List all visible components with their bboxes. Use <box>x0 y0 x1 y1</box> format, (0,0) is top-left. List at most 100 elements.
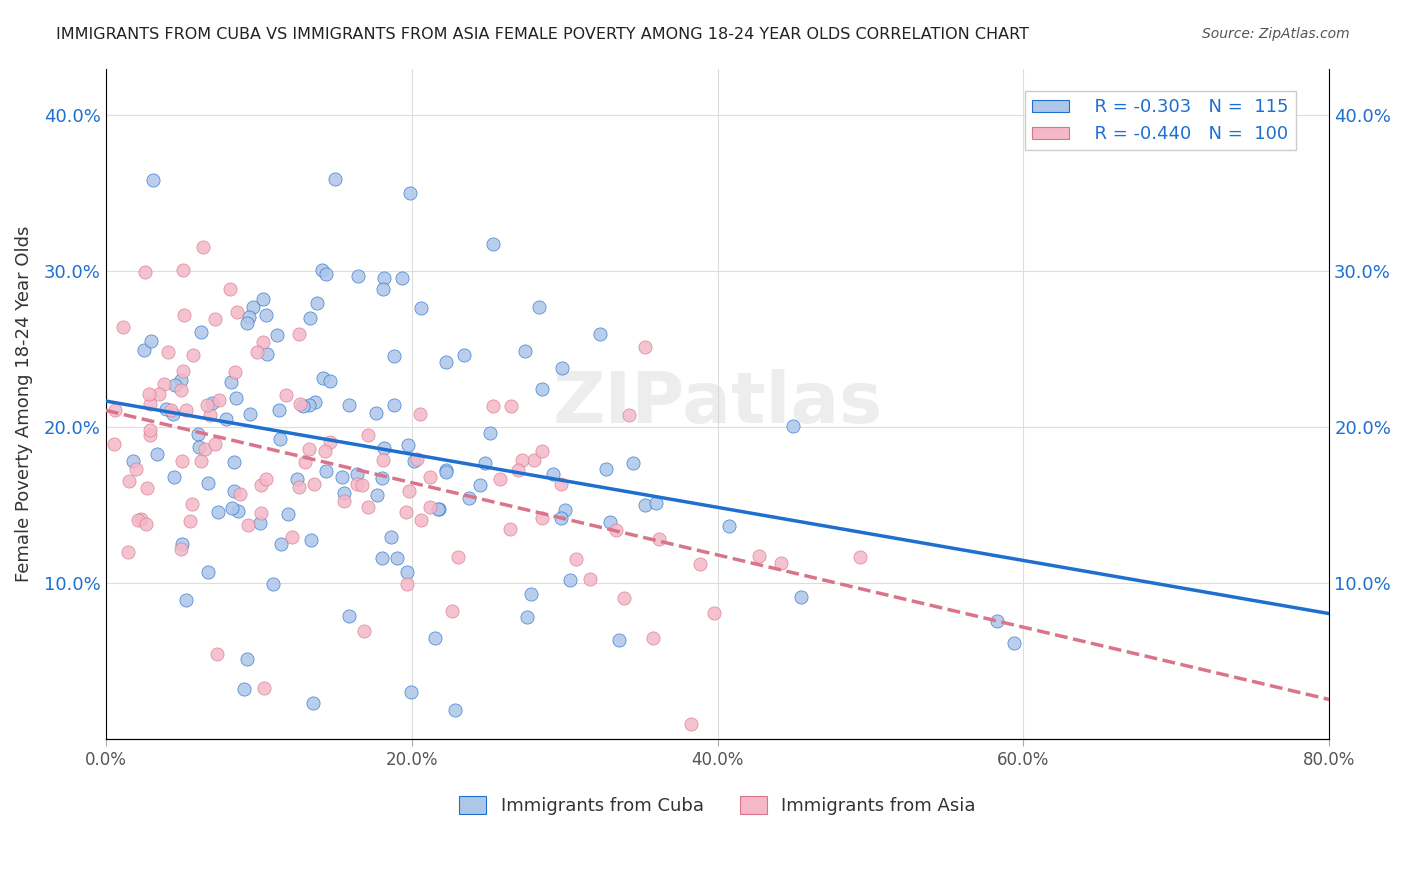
Point <box>138 386 160 401</box>
Point <box>232 682 254 697</box>
Point <box>396 438 419 452</box>
Point <box>139 423 162 437</box>
Point <box>337 398 360 412</box>
Point <box>453 348 475 362</box>
Point <box>366 488 388 502</box>
Point <box>382 349 405 363</box>
Legend: Immigrants from Cuba, Immigrants from Asia: Immigrants from Cuba, Immigrants from As… <box>451 789 983 822</box>
Point <box>333 486 356 500</box>
Point <box>482 236 505 251</box>
Point <box>104 403 127 417</box>
Point <box>346 467 368 481</box>
Point <box>228 504 250 518</box>
Point <box>226 305 249 319</box>
Point <box>204 312 226 326</box>
Point <box>252 292 274 306</box>
Point <box>134 265 156 279</box>
Point <box>409 407 432 421</box>
Point <box>1002 636 1025 650</box>
Point <box>443 703 465 717</box>
Point <box>254 472 277 486</box>
Point <box>790 590 813 604</box>
Point <box>165 378 187 392</box>
Point <box>391 270 413 285</box>
Point <box>197 565 219 579</box>
Point <box>347 269 370 284</box>
Point <box>399 186 422 200</box>
Point <box>346 476 368 491</box>
Point <box>423 632 446 646</box>
Point <box>380 530 402 544</box>
Point <box>404 454 426 468</box>
Point <box>267 402 290 417</box>
Point <box>579 572 602 586</box>
Point <box>221 501 243 516</box>
Point <box>118 474 141 488</box>
Point <box>208 392 231 407</box>
Point <box>307 296 329 310</box>
Point <box>394 505 416 519</box>
Point <box>188 440 211 454</box>
Point <box>479 425 502 440</box>
Point <box>187 427 209 442</box>
Point <box>617 409 640 423</box>
Point <box>204 437 226 451</box>
Point <box>541 467 564 481</box>
Point <box>550 511 572 525</box>
Point <box>287 327 309 342</box>
Point <box>373 270 395 285</box>
Point <box>249 506 271 520</box>
Point <box>482 399 505 413</box>
Point <box>370 551 392 566</box>
Point <box>330 470 353 484</box>
Point <box>236 316 259 330</box>
Point <box>373 441 395 455</box>
Point <box>531 382 554 396</box>
Point <box>440 604 463 618</box>
Point <box>224 484 246 499</box>
Point <box>195 398 218 412</box>
Point <box>605 523 627 537</box>
Point <box>215 412 238 426</box>
Point <box>427 501 450 516</box>
Point <box>468 478 491 492</box>
Point <box>769 556 792 570</box>
Point <box>411 513 433 527</box>
Point <box>447 550 470 565</box>
Text: ZIPatlas: ZIPatlas <box>553 369 883 439</box>
Text: Source: ZipAtlas.com: Source: ZipAtlas.com <box>1202 27 1350 41</box>
Point <box>457 491 479 505</box>
Point <box>426 502 449 516</box>
Point <box>613 591 636 605</box>
Point <box>782 419 804 434</box>
Point <box>179 514 201 528</box>
Point <box>242 301 264 315</box>
Point <box>299 533 322 547</box>
Point <box>315 267 337 281</box>
Point <box>174 402 197 417</box>
Point <box>648 532 671 546</box>
Point <box>333 493 356 508</box>
Point <box>550 476 572 491</box>
Point <box>339 608 361 623</box>
Point <box>170 454 193 468</box>
Point <box>287 472 309 486</box>
Point <box>641 631 664 645</box>
Point <box>385 550 408 565</box>
Point <box>530 443 553 458</box>
Point <box>434 355 457 369</box>
Point <box>145 447 167 461</box>
Point <box>246 344 269 359</box>
Point <box>155 401 177 416</box>
Point <box>748 549 770 563</box>
Point <box>319 374 342 388</box>
Point <box>371 452 394 467</box>
Point <box>314 443 336 458</box>
Point <box>301 696 323 710</box>
Point <box>103 437 125 451</box>
Point <box>156 344 179 359</box>
Point <box>129 512 152 526</box>
Point <box>163 470 186 484</box>
Text: IMMIGRANTS FROM CUBA VS IMMIGRANTS FROM ASIA FEMALE POVERTY AMONG 18-24 YEAR OLD: IMMIGRANTS FROM CUBA VS IMMIGRANTS FROM … <box>56 27 1029 42</box>
Point <box>174 593 197 607</box>
